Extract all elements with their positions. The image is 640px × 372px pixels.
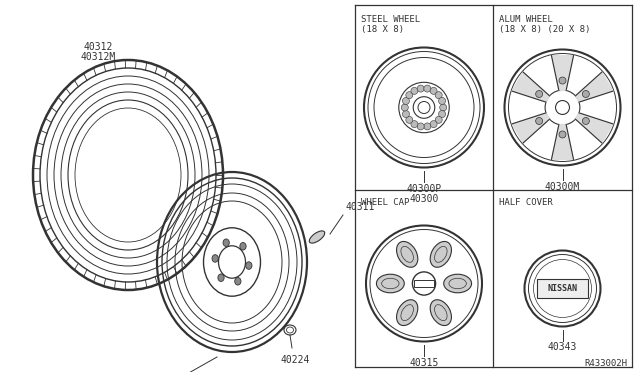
Circle shape (417, 85, 424, 92)
Text: 40311: 40311 (345, 202, 374, 212)
Ellipse shape (403, 105, 407, 110)
Text: STEEL WHEEL: STEEL WHEEL (361, 15, 420, 24)
Circle shape (403, 97, 410, 105)
Polygon shape (512, 113, 550, 143)
Ellipse shape (412, 122, 417, 126)
Circle shape (536, 118, 543, 125)
Text: 40300P: 40300P (406, 183, 442, 193)
Circle shape (401, 104, 408, 111)
Ellipse shape (212, 255, 218, 262)
Text: 40315: 40315 (410, 357, 438, 368)
Ellipse shape (430, 300, 451, 326)
Circle shape (411, 87, 418, 94)
Bar (537, 279, 588, 298)
Ellipse shape (444, 274, 472, 293)
Circle shape (430, 121, 437, 128)
Text: 40224: 40224 (280, 355, 310, 365)
Circle shape (406, 116, 413, 124)
Ellipse shape (240, 243, 246, 250)
Ellipse shape (309, 231, 324, 243)
Ellipse shape (376, 274, 404, 293)
Polygon shape (575, 113, 613, 143)
Text: HALF COVER: HALF COVER (499, 198, 553, 207)
Text: 40312M: 40312M (81, 52, 116, 62)
Ellipse shape (397, 241, 418, 267)
Circle shape (440, 104, 447, 111)
Circle shape (559, 77, 566, 84)
Ellipse shape (218, 274, 224, 282)
Ellipse shape (246, 262, 252, 269)
Circle shape (435, 92, 442, 99)
Circle shape (424, 123, 431, 130)
Ellipse shape (235, 278, 241, 285)
Text: WHEEL CAP: WHEEL CAP (361, 198, 410, 207)
Circle shape (582, 90, 589, 97)
Polygon shape (552, 56, 573, 90)
Text: 40343: 40343 (548, 343, 577, 353)
Circle shape (411, 121, 418, 128)
Text: (18 X 8): (18 X 8) (361, 25, 404, 34)
Circle shape (403, 110, 410, 118)
Text: ALUM WHEEL: ALUM WHEEL (499, 15, 553, 24)
Text: 40300: 40300 (410, 193, 438, 203)
Circle shape (430, 87, 437, 94)
Ellipse shape (223, 239, 229, 247)
Circle shape (438, 110, 445, 118)
Circle shape (582, 118, 589, 125)
Circle shape (438, 97, 445, 105)
Ellipse shape (430, 241, 451, 267)
Ellipse shape (431, 89, 436, 93)
Circle shape (559, 131, 566, 138)
Bar (414, 280, 434, 287)
Circle shape (417, 123, 424, 130)
Ellipse shape (431, 122, 436, 126)
Text: R433002H: R433002H (584, 359, 627, 368)
Text: (18 X 8) (20 X 8): (18 X 8) (20 X 8) (499, 25, 590, 34)
Text: 40312: 40312 (83, 42, 113, 52)
Polygon shape (552, 125, 573, 159)
Ellipse shape (397, 300, 418, 326)
Text: 40300M: 40300M (545, 182, 580, 192)
Circle shape (435, 116, 442, 124)
Polygon shape (575, 72, 613, 102)
Circle shape (406, 92, 413, 99)
Polygon shape (512, 72, 550, 102)
Text: NISSAN: NISSAN (547, 284, 577, 293)
Circle shape (424, 85, 431, 92)
Ellipse shape (412, 89, 417, 93)
Circle shape (536, 90, 543, 97)
Ellipse shape (441, 105, 445, 110)
